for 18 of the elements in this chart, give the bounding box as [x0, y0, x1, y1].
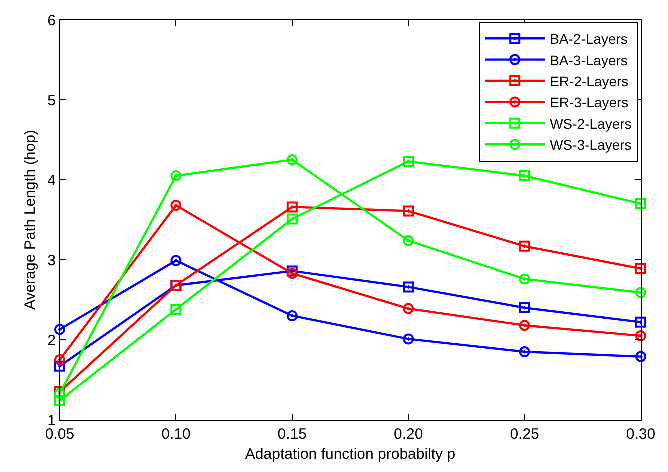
y-tick-label: 2 — [48, 332, 56, 350]
y-tick-label: 4 — [48, 172, 56, 190]
x-tick-label: 0.15 — [278, 426, 307, 443]
y-axis-title: Average Path Length (hop) — [22, 130, 39, 310]
legend-label: ER-2-Layers — [550, 73, 629, 90]
legend-label: WS-2-Layers — [550, 116, 632, 132]
legend-label: WS-3-Layers — [550, 137, 632, 154]
legend-label: BA-3-Layers — [550, 52, 628, 68]
y-tick-label: 3 — [48, 252, 56, 270]
x-axis-title: Adaptation function probabilty p — [245, 446, 456, 463]
x-tick-label: 0.25 — [510, 426, 540, 443]
y-tick-label: 5 — [48, 92, 56, 110]
x-tick-label: 0.20 — [394, 426, 424, 443]
legend-label: ER-3-Layers — [550, 94, 629, 111]
x-tick-label: 0.10 — [162, 426, 191, 443]
y-tick-label: 6 — [48, 12, 56, 30]
x-tick-label: 0.30 — [626, 426, 656, 443]
legend-label: BA-2-Layers — [550, 31, 628, 48]
